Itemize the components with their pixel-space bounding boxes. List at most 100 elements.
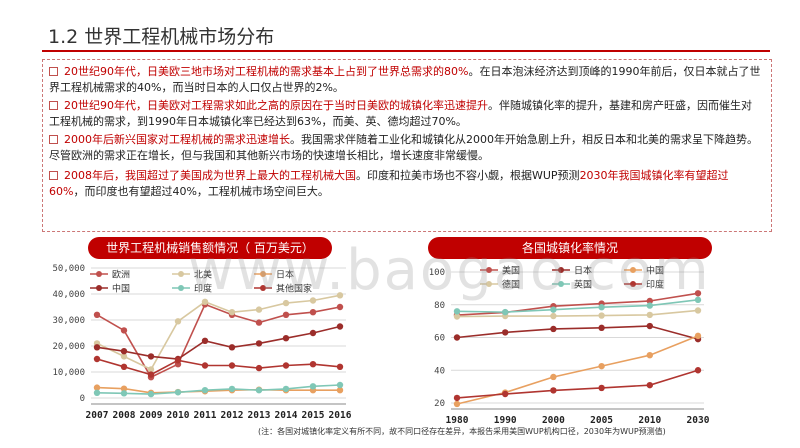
data-point <box>228 309 236 316</box>
data-point <box>694 332 702 340</box>
data-point <box>309 361 317 368</box>
series-line-4 <box>96 325 341 360</box>
data-point <box>694 367 702 374</box>
legend-marker <box>630 281 636 287</box>
summary-box: 20世纪90年代，日美欧三地市场对工程机械的需求基本上占到了世界总需求的80%。… <box>42 59 772 232</box>
data-point <box>201 337 209 344</box>
y-tick-label: 100 <box>429 268 445 278</box>
series-line-5 <box>96 384 341 395</box>
legend-marker <box>486 267 492 273</box>
y-tick-label: 30,000 <box>52 316 85 326</box>
data-point <box>282 335 290 342</box>
data-point <box>228 385 236 393</box>
data-point <box>336 381 344 389</box>
x-tick-label: 2010 <box>167 410 190 421</box>
y-tick-label: 50,000 <box>52 264 85 274</box>
legend-label: 欧洲 <box>112 269 130 281</box>
data-point <box>309 383 317 390</box>
footnote: (注：各国对城镇化率定义有所不同，故不同口径存在差异，本报告采用美国WUP机构口… <box>258 427 666 436</box>
data-point <box>502 329 509 336</box>
data-point <box>120 363 128 370</box>
data-point <box>598 384 605 392</box>
data-point <box>147 366 155 373</box>
legend-label: 北美 <box>194 269 212 281</box>
legend-label: 中国 <box>112 283 130 295</box>
bullet-highlight-text: 20世纪90年代，日美欧对工程需求如此之高的原因在于当时日美欧的城镇化率迅速提升 <box>64 99 488 112</box>
data-point <box>120 348 128 355</box>
bullet-highlight-text: 2030年我国城镇化率有望超过60% <box>49 169 729 198</box>
data-point <box>646 381 653 389</box>
x-tick-label: 2010 <box>638 415 661 425</box>
data-point <box>598 324 605 332</box>
x-tick-label: 2007 <box>86 410 109 421</box>
series-line-1 <box>456 292 699 316</box>
data-point <box>120 327 128 334</box>
x-tick-label: 1980 <box>446 415 469 425</box>
legend-label: 日本 <box>574 265 592 277</box>
x-tick-label: 2011 <box>194 410 217 421</box>
data-point <box>502 390 509 398</box>
page-title: 1.2 世界工程机械市场分布 <box>48 26 275 48</box>
bullet-highlight-text: 20世纪90年代，日美欧三地市场对工程机械的需求基本上占到了世界总需求的80% <box>64 65 469 78</box>
data-point <box>228 344 236 351</box>
series-line-5 <box>456 299 699 313</box>
data-point <box>282 311 290 318</box>
data-point <box>502 308 509 316</box>
data-point <box>453 313 461 320</box>
legend-marker <box>178 271 184 277</box>
bullet-text: 。在日本泡沫经济达到顶峰的1990年前后，仅日本就占了世界工程机械需求的40%，… <box>49 65 761 94</box>
data-point <box>694 296 702 304</box>
y-tick-label: 20 <box>434 399 445 409</box>
data-point <box>93 389 101 396</box>
chart1-title: 世界工程机械销售额情况（ 百万美元） <box>88 237 332 259</box>
y-tick-label: 10,000 <box>52 368 85 378</box>
data-point <box>147 353 155 360</box>
sales-line-chart: 0 10,000 20,000 30,000 40,000 50,000 2007 2008 2… <box>52 264 351 421</box>
data-point <box>336 292 344 299</box>
data-point <box>550 387 557 394</box>
data-point <box>646 297 653 305</box>
data-point <box>309 309 317 316</box>
bullet-item: 20世纪90年代，日美欧三地市场对工程机械的需求基本上占到了世界总需求的80%。… <box>49 64 761 95</box>
data-point <box>646 322 653 330</box>
legend-label: 其他国家 <box>276 283 312 295</box>
x-tick-label: 2008 <box>113 410 136 421</box>
bullet-highlight-text: 2000年后新兴国家对工程机械的需求迅速增长 <box>64 133 290 146</box>
legend-label: 中国 <box>646 265 664 277</box>
x-tick-label: 2013 <box>248 410 271 421</box>
legend-marker <box>260 285 266 291</box>
data-point <box>336 323 344 330</box>
chart2-title: 各国城镇化率情况 <box>428 237 712 259</box>
legend-marker <box>96 285 102 291</box>
y-tick-label: 20,000 <box>52 342 85 352</box>
data-point <box>174 318 182 325</box>
x-tick-label: 1990 <box>494 415 517 425</box>
bullet-square-icon <box>49 135 58 144</box>
data-point <box>336 303 344 311</box>
data-point <box>93 355 101 363</box>
data-point <box>694 290 702 297</box>
bullet-square-icon <box>49 101 58 110</box>
legend-label: 印度 <box>194 283 212 295</box>
legend-marker <box>178 285 184 291</box>
bullet-square-icon <box>49 171 58 180</box>
data-point <box>93 344 101 351</box>
data-point <box>282 385 290 393</box>
bullet-text: ，而印度也有望超过40%，工程机械市场空间巨大。 <box>73 184 329 198</box>
series-line-4 <box>456 309 699 318</box>
y-tick-label: 60 <box>434 334 445 344</box>
y-tick-label: 80 <box>434 301 445 311</box>
data-point <box>255 306 263 313</box>
bullet-item: 2000年后新兴国家对工程机械的需求迅速增长。我国需求伴随着工业化和城镇化从20… <box>49 132 761 163</box>
data-point <box>120 385 128 392</box>
data-point <box>255 387 263 394</box>
data-point <box>147 390 155 398</box>
legend-marker <box>558 281 564 287</box>
legend-label: 德国 <box>502 279 520 291</box>
bullet-item: 20世纪90年代，日美欧对工程需求如此之高的原因在于当时日美欧的城镇化率迅速提升… <box>49 98 761 129</box>
watermark: www.baogao.com <box>188 238 711 303</box>
data-point <box>550 325 557 333</box>
urbanization-line-chart: 20 40 60 80 100 1980 1990 2000 2005 2010 2030 美国 日本 中… <box>429 265 710 426</box>
data-point <box>282 299 290 307</box>
data-point <box>147 371 155 378</box>
